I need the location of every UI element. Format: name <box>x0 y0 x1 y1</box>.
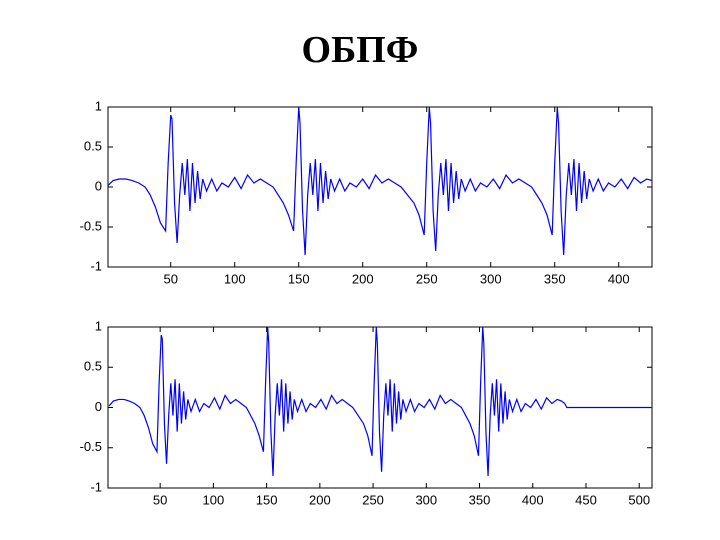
x-tick-label: 400 <box>522 492 544 507</box>
x-tick-label: 400 <box>608 271 630 286</box>
x-tick-label: 100 <box>224 271 246 286</box>
x-tick-label: 350 <box>544 271 566 286</box>
x-tick-label: 200 <box>309 492 331 507</box>
y-tick-label: 1 <box>95 318 102 333</box>
signal-line <box>107 106 653 256</box>
x-tick-label: 150 <box>256 492 278 507</box>
x-tick-label: 150 <box>288 271 310 286</box>
x-tick-label: 50 <box>153 492 167 507</box>
x-tick-label: 50 <box>163 271 177 286</box>
x-tick-label: 300 <box>480 271 502 286</box>
y-tick-label: -1 <box>90 479 102 494</box>
x-tick-label: 350 <box>469 492 491 507</box>
y-tick-label: -0.5 <box>80 218 102 233</box>
y-tick-label: 0.5 <box>84 138 102 153</box>
y-tick-label: 0 <box>95 178 102 193</box>
y-tick-label: 1 <box>95 98 102 113</box>
x-tick-label: 250 <box>416 271 438 286</box>
y-tick-label: 0 <box>95 399 102 414</box>
x-tick-label: 100 <box>203 492 225 507</box>
signal-line <box>108 326 652 476</box>
x-tick-label: 200 <box>352 271 374 286</box>
y-tick-label: -0.5 <box>80 439 102 454</box>
x-tick-label: 250 <box>362 492 384 507</box>
y-tick-label: -1 <box>90 258 102 273</box>
x-tick-label: 450 <box>575 492 597 507</box>
x-tick-label: 300 <box>415 492 437 507</box>
x-tick-label: 500 <box>628 492 650 507</box>
y-tick-label: 0.5 <box>84 359 102 374</box>
slide-title: ОБПФ <box>302 29 419 71</box>
